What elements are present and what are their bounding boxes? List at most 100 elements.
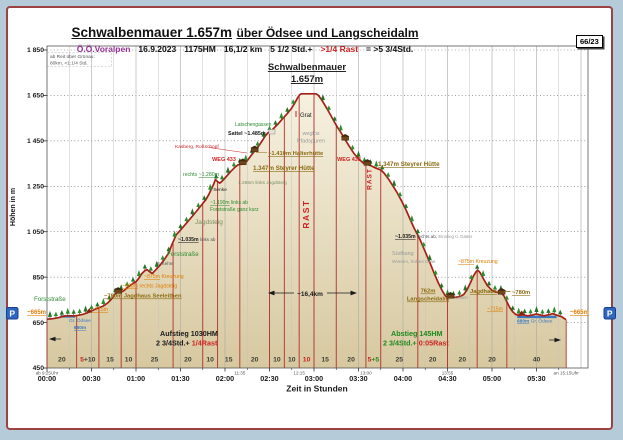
elevation-gain-label: 1175HM [184,44,216,54]
svg-text:RAST: RAST [301,199,311,228]
svg-text:00:30: 00:30 [82,374,100,383]
svg-text:13:55: 13:55 [442,371,454,376]
svg-text:~780m: ~780m [512,290,530,296]
svg-text:~1.410m Halterhütte: ~1.410m Halterhütte [268,151,324,157]
svg-text:25: 25 [151,357,159,364]
svg-text:Langscheidalm: Langscheidalm [407,297,449,303]
axes: 1 850 1 650 1 450 1 250 1 050 850 650 450 00:00 0… [10,47,579,393]
svg-text:80km, <1:1/4 Std.: 80km, <1:1/4 Std. [50,61,88,67]
svg-text:Gatterl: Gatterl [455,295,468,300]
svg-text:10: 10 [303,357,311,364]
svg-text:762m: 762m [421,289,436,295]
svg-text:~830m rechts Jagdsteig: ~830m rechts Jagdsteig [122,284,177,290]
annotation-shapes [47,52,561,343]
svg-text:Kasberg, Roßschopf: Kasberg, Roßschopf [175,144,219,150]
svg-text:2 3/4Std.+ 0:05Rast: 2 3/4Std.+ 0:05Rast [383,339,449,348]
svg-text:1 250: 1 250 [27,183,44,190]
svg-text:450: 450 [33,365,45,372]
svg-text:ab Reit über Grünau:: ab Reit über Grünau: [50,54,95,60]
svg-text:20: 20 [459,357,467,364]
title-peak: Schwalbenmauer 1.657m [71,25,233,40]
svg-text:04:30: 04:30 [438,374,456,383]
hut-icons [86,133,525,315]
svg-text:~665m: ~665m [570,310,589,316]
svg-text:P: P [607,308,613,318]
svg-text:01:30: 01:30 [171,374,189,383]
svg-text:10: 10 [288,357,296,364]
svg-text:25: 25 [396,357,404,364]
svg-text:an 15:15Uhr: an 15:15Uhr [554,371,580,376]
svg-text:RAST: RAST [367,168,374,190]
svg-text:05:00: 05:00 [483,374,501,383]
svg-text:10: 10 [206,357,214,364]
svg-text:Pfadspuren: Pfadspuren [297,139,325,145]
svg-text:Abstieg 145HM: Abstieg 145HM [391,329,443,338]
svg-text:Senke: Senke [213,187,227,193]
svg-text:Jagdsteig: Jagdsteig [195,219,223,226]
svg-text:WEG 433: WEG 433 [212,157,236,163]
title-route: über Ödsee und Langscheidalm [236,26,419,40]
svg-text:Südhang: Südhang [392,251,414,257]
svg-text:2 3/4Std.+ 1/4Rast: 2 3/4Std.+ 1/4Rast [156,339,218,348]
svg-text:11:35: 11:35 [234,371,246,376]
svg-text:Forststraße: Forststraße [34,296,66,303]
svg-text:20: 20 [58,357,66,364]
svg-text:Höhen in m: Höhen in m [10,188,17,226]
svg-text:00:00: 00:00 [38,374,56,383]
terrain-fill [47,93,567,369]
svg-text:Schwalbenmauer: Schwalbenmauer [268,62,346,73]
svg-text:~875m Kreuzung: ~875m Kreuzung [458,259,498,265]
svg-text:20: 20 [251,357,259,364]
svg-text:Zeit in Stunden: Zeit in Stunden [286,384,347,394]
svg-text:650: 650 [33,320,45,327]
v-gridlines [68,46,582,368]
svg-text:~1.035m links ab: ~1.035m links ab [178,237,216,243]
page-title: Schwalbenmauer 1.657m über Ödsee und Lan… [10,24,480,42]
svg-text:1 050: 1 050 [27,229,44,236]
svg-text:40: 40 [533,357,541,364]
svg-text:5+5: 5+5 [368,357,380,364]
svg-text:20: 20 [347,357,355,364]
time-label: 5 1/2 Std.+ [270,44,313,54]
svg-text:02:00: 02:00 [216,374,234,383]
waypoint-lines [46,94,567,368]
route-annotations: ab Reit über Grünau:80km, <1:1/4 Std. Sch… [27,54,589,348]
svg-text:03:00: 03:00 [305,374,323,383]
svg-text:03:30: 03:30 [349,374,367,383]
svg-text:Gr. Ödsee: Gr. Ödsee [69,317,91,324]
svg-text:~16,4km: ~16,4km [297,291,323,298]
svg-text:~1.035m rechts ab, Einstieg ü.: ~1.035m rechts ab, Einstieg ü. Gatter [395,234,473,240]
svg-text:680m: 680m [74,325,86,331]
svg-text:680m Gr. Ödsee: 680m Gr. Ödsee [517,318,553,325]
svg-text:rechts ~1.280m: rechts ~1.280m [183,172,219,178]
svg-text:10: 10 [273,357,281,364]
svg-text:~715m: ~715m [487,307,503,313]
svg-text:Wiesen, hohes Gras: Wiesen, hohes Gras [392,259,436,265]
svg-text:Latschengassen: Latschengassen [235,122,272,128]
svg-text:12:15: 12:15 [293,371,305,376]
svg-text:1 850: 1 850 [27,47,44,54]
svg-text:Aufstieg 1030HM: Aufstieg 1030HM [160,329,218,338]
svg-text:~1.190m links ab: ~1.190m links ab [210,200,248,206]
tour-number-badge: 66/23 [576,35,603,48]
date-label: 16.9.2023 [138,44,177,54]
plot-border [46,45,589,369]
svg-text:1 450: 1 450 [27,138,44,145]
svg-text:850: 850 [33,274,45,281]
svg-text:Sattel ~1.485m: Sattel ~1.485m [228,131,266,137]
subtitle: Ö.Ö.Voralpen 16.9.2023 1175HM 16,1/2 km 5 1/… [10,44,480,54]
svg-text:~665m: ~665m [27,310,46,316]
svg-text:05:30: 05:30 [527,374,545,383]
svg-text:ab 9:25Uhr: ab 9:25Uhr [36,371,59,376]
svg-text:15: 15 [225,357,233,364]
elevation-profile-line [46,92,567,321]
svg-text:P: P [9,308,15,318]
svg-text:15: 15 [321,357,329,364]
svg-text:1.347m Steyrer Hütte: 1.347m Steyrer Hütte [378,161,440,168]
svg-text:02:30: 02:30 [260,374,278,383]
svg-text:WEG 433: WEG 433 [337,157,361,163]
svg-text:15: 15 [106,357,114,364]
svg-text:20: 20 [429,357,437,364]
